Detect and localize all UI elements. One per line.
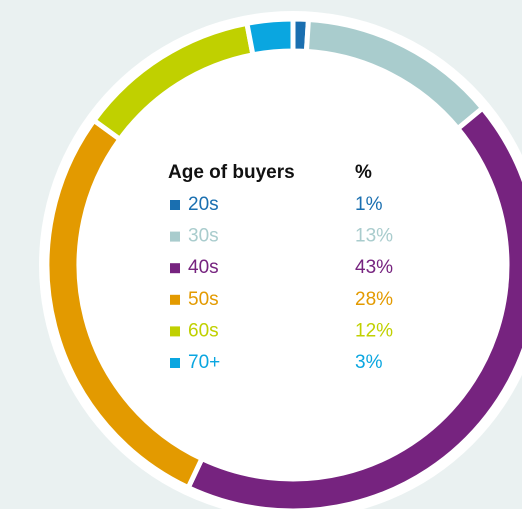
- legend-label: 60s: [188, 320, 219, 341]
- donut-background: [39, 11, 522, 509]
- legend-marker: [170, 200, 180, 210]
- value-label: 12%: [355, 320, 393, 341]
- legend-marker: [170, 358, 180, 368]
- value-header: %: [355, 162, 372, 183]
- legend-label: 20s: [188, 194, 219, 215]
- value-label: 28%: [355, 289, 393, 310]
- legend-marker: [170, 231, 180, 242]
- legend-label: 40s: [188, 257, 219, 278]
- legend-label: 30s: [188, 226, 219, 247]
- value-label: 1%: [355, 194, 383, 215]
- legend-label: 50s: [188, 289, 219, 310]
- legend-marker: [170, 326, 180, 337]
- value-label: 13%: [355, 226, 393, 247]
- value-label: 43%: [355, 257, 393, 278]
- legend-marker: [170, 294, 180, 305]
- value-label: 3%: [355, 352, 383, 373]
- legend-header: Age of buyers: [168, 162, 295, 183]
- legend-marker: [170, 263, 180, 274]
- donut-segment: [243, 16, 296, 58]
- legend-label: 70+: [188, 352, 220, 373]
